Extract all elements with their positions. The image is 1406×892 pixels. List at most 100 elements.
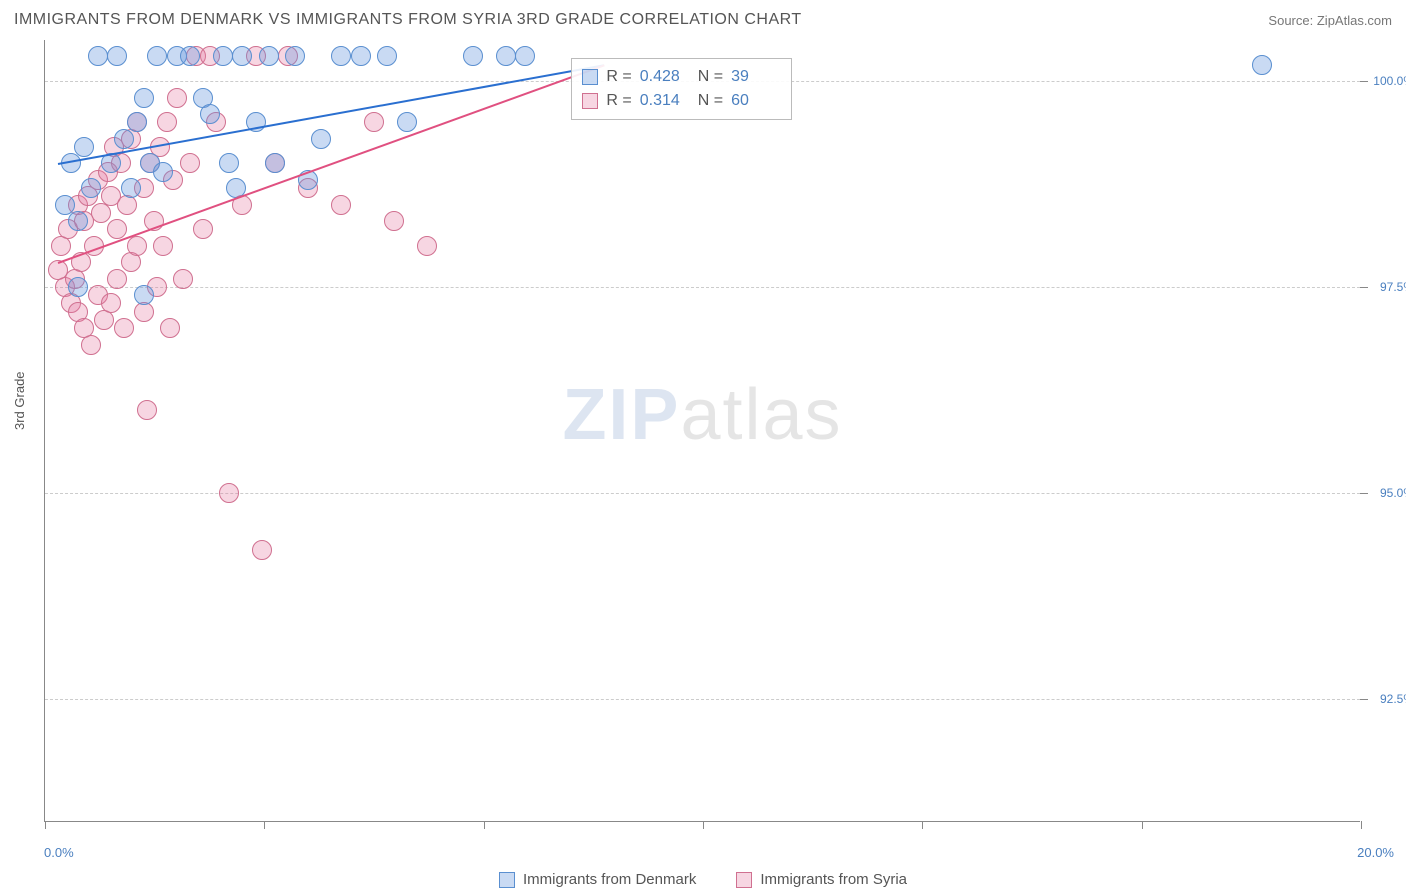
legend-item: Immigrants from Denmark — [499, 871, 696, 888]
scatter-point — [81, 178, 101, 198]
gridline-horizontal — [45, 699, 1360, 700]
scatter-point — [134, 285, 154, 305]
stat-color-swatch — [582, 93, 598, 109]
chart-title: IMMIGRANTS FROM DENMARK VS IMMIGRANTS FR… — [14, 11, 802, 29]
stat-n-label: N = — [698, 92, 723, 110]
scatter-point — [1252, 55, 1272, 75]
scatter-point — [417, 236, 437, 256]
scatter-point — [219, 153, 239, 173]
stat-color-swatch — [582, 69, 598, 85]
y-tick — [1360, 81, 1368, 82]
scatter-point — [285, 46, 305, 66]
scatter-point — [259, 46, 279, 66]
scatter-point — [463, 46, 483, 66]
scatter-point — [331, 46, 351, 66]
scatter-point — [157, 112, 177, 132]
watermark-part2: atlas — [680, 375, 842, 455]
gridline-horizontal — [45, 287, 1360, 288]
stat-row: R = 0.428 N = 39 — [582, 65, 781, 89]
chart-legend: Immigrants from Denmark Immigrants from S… — [0, 871, 1406, 888]
x-tick — [264, 821, 265, 829]
scatter-point — [107, 219, 127, 239]
scatter-point — [351, 46, 371, 66]
y-tick-label: 92.5% — [1380, 692, 1406, 706]
scatter-point — [153, 162, 173, 182]
scatter-point — [74, 137, 94, 157]
legend-label: Immigrants from Syria — [760, 871, 907, 888]
x-tick — [703, 821, 704, 829]
y-tick — [1360, 287, 1368, 288]
y-tick-label: 97.5% — [1380, 280, 1406, 294]
y-axis-title: 3rd Grade — [12, 371, 27, 430]
scatter-point — [160, 318, 180, 338]
scatter-point — [364, 112, 384, 132]
stat-n-value: 39 — [731, 68, 781, 86]
scatter-point — [515, 46, 535, 66]
scatter-point — [68, 277, 88, 297]
stat-r-value: 0.314 — [640, 92, 690, 110]
x-tick — [45, 821, 46, 829]
scatter-point — [331, 195, 351, 215]
y-tick-label: 95.0% — [1380, 486, 1406, 500]
scatter-point — [137, 400, 157, 420]
scatter-point — [167, 88, 187, 108]
legend-swatch — [736, 872, 752, 888]
scatter-point — [219, 483, 239, 503]
scatter-point — [252, 540, 272, 560]
scatter-point — [180, 46, 200, 66]
scatter-point — [173, 269, 193, 289]
scatter-point — [134, 88, 154, 108]
legend-swatch — [499, 872, 515, 888]
stat-r-label: R = — [606, 92, 631, 110]
chart-header: IMMIGRANTS FROM DENMARK VS IMMIGRANTS FR… — [0, 0, 1406, 40]
scatter-point — [200, 104, 220, 124]
gridline-horizontal — [45, 493, 1360, 494]
source-value: ZipAtlas.com — [1317, 13, 1392, 28]
scatter-point — [107, 46, 127, 66]
x-tick — [1361, 821, 1362, 829]
source-label: Source: — [1268, 13, 1313, 28]
watermark: ZIPatlas — [562, 374, 842, 456]
y-tick — [1360, 699, 1368, 700]
stat-row: R = 0.314 N = 60 — [582, 89, 781, 113]
x-axis-min-label: 0.0% — [44, 845, 74, 860]
scatter-point — [121, 178, 141, 198]
watermark-part1: ZIP — [562, 375, 680, 455]
stat-n-label: N = — [698, 68, 723, 86]
y-tick-label: 100.0% — [1373, 74, 1406, 88]
scatter-point — [265, 153, 285, 173]
scatter-point — [107, 269, 127, 289]
scatter-point — [232, 46, 252, 66]
stat-n-value: 60 — [731, 92, 781, 110]
scatter-point — [384, 211, 404, 231]
source-credit: Source: ZipAtlas.com — [1268, 13, 1392, 28]
scatter-point — [193, 219, 213, 239]
scatter-point — [114, 318, 134, 338]
scatter-point — [311, 129, 331, 149]
scatter-point — [397, 112, 417, 132]
y-tick — [1360, 493, 1368, 494]
legend-item: Immigrants from Syria — [736, 871, 907, 888]
scatter-point — [127, 236, 147, 256]
stat-r-label: R = — [606, 68, 631, 86]
x-tick — [922, 821, 923, 829]
scatter-point — [213, 46, 233, 66]
scatter-point — [180, 153, 200, 173]
scatter-plot-area: ZIPatlas 92.5%95.0%97.5%100.0%R =0.428N … — [44, 40, 1360, 822]
correlation-stat-box: R = 0.428 N = 39 R = 0.314 N = 60 — [571, 58, 792, 120]
scatter-point — [114, 129, 134, 149]
legend-label: Immigrants from Denmark — [523, 871, 696, 888]
scatter-point — [377, 46, 397, 66]
scatter-point — [153, 236, 173, 256]
x-tick — [1142, 821, 1143, 829]
x-tick — [484, 821, 485, 829]
scatter-point — [88, 46, 108, 66]
x-axis-max-label: 20.0% — [1357, 845, 1394, 860]
stat-r-value: 0.428 — [640, 68, 690, 86]
scatter-point — [81, 335, 101, 355]
scatter-point — [127, 112, 147, 132]
scatter-point — [101, 293, 121, 313]
scatter-point — [496, 46, 516, 66]
scatter-point — [147, 46, 167, 66]
scatter-point — [68, 211, 88, 231]
